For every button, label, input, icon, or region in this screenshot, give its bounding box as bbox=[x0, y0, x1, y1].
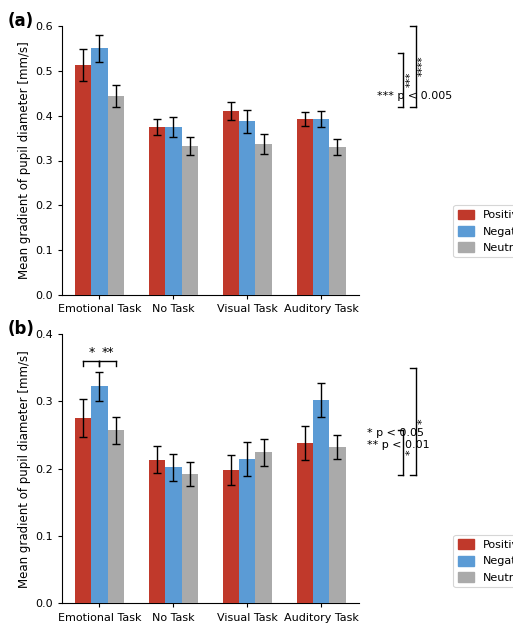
Bar bbox=[75, 65, 91, 295]
Legend: Positive, Negative, Neutral: Positive, Negative, Neutral bbox=[453, 535, 513, 587]
Bar bbox=[223, 470, 239, 603]
Text: *: * bbox=[405, 449, 415, 455]
Text: *** p < 0.005: *** p < 0.005 bbox=[377, 91, 452, 101]
Y-axis label: Mean gradient of pupil diameter [mm/s]: Mean gradient of pupil diameter [mm/s] bbox=[17, 42, 31, 279]
Bar bbox=[329, 447, 346, 603]
Legend: Positive, Negative, Neutral: Positive, Negative, Neutral bbox=[453, 205, 513, 257]
Text: (a): (a) bbox=[8, 12, 34, 30]
Bar bbox=[182, 146, 198, 295]
Bar bbox=[182, 474, 198, 603]
Bar bbox=[108, 96, 124, 295]
Bar bbox=[149, 127, 165, 295]
Bar bbox=[75, 418, 91, 603]
Bar bbox=[165, 127, 182, 295]
Bar bbox=[255, 453, 272, 603]
Bar bbox=[91, 386, 108, 603]
Bar bbox=[297, 443, 313, 603]
Bar bbox=[239, 459, 255, 603]
Bar bbox=[329, 147, 346, 295]
Bar bbox=[165, 467, 182, 603]
Bar bbox=[223, 111, 239, 295]
Text: **: ** bbox=[102, 346, 114, 359]
Y-axis label: Mean gradient of pupil diameter [mm/s]: Mean gradient of pupil diameter [mm/s] bbox=[17, 350, 31, 587]
Bar bbox=[239, 121, 255, 295]
Text: ****: **** bbox=[418, 56, 428, 76]
Bar bbox=[108, 430, 124, 603]
Bar bbox=[149, 460, 165, 603]
Bar bbox=[313, 119, 329, 295]
Text: (b): (b) bbox=[8, 320, 35, 338]
Text: *: * bbox=[88, 346, 94, 359]
Bar bbox=[91, 48, 108, 295]
Text: ***: *** bbox=[405, 72, 415, 87]
Bar bbox=[313, 400, 329, 603]
Text: *: * bbox=[418, 419, 428, 424]
Bar bbox=[297, 119, 313, 295]
Bar bbox=[255, 144, 272, 295]
Text: * p < 0.05
** p < 0.01: * p < 0.05 ** p < 0.01 bbox=[367, 428, 429, 450]
